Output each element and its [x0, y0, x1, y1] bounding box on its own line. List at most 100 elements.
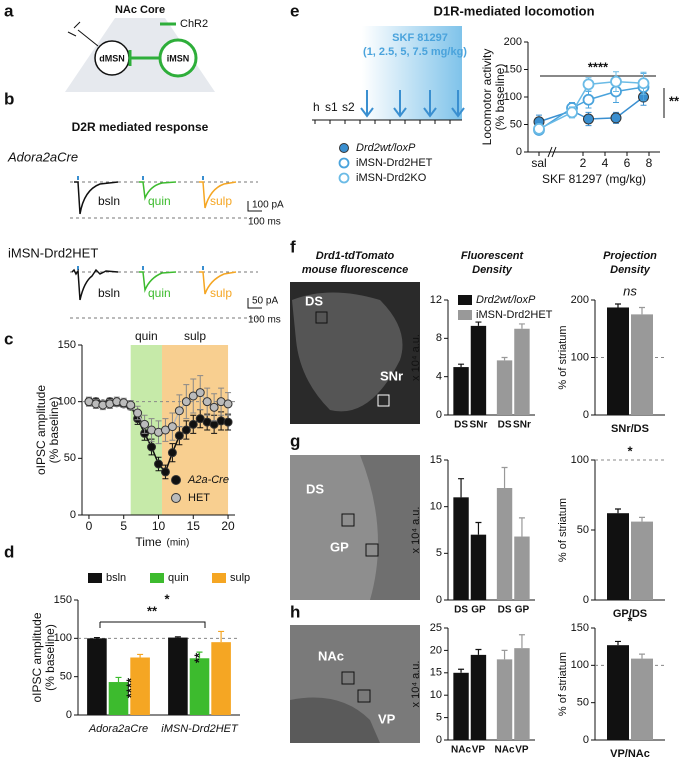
y-tick-label: 150: [58, 339, 76, 351]
tissue: [360, 455, 420, 600]
data-point: [181, 397, 191, 407]
error-bar: [115, 676, 122, 683]
scale-label: 100 ms: [248, 315, 281, 326]
data-point: [133, 408, 143, 418]
y-tick-label: 50: [577, 697, 589, 709]
roi: [365, 543, 379, 557]
data-point: [160, 467, 170, 477]
x-tick-label: iMSN-Drd2HET: [161, 723, 239, 735]
y-tick-label: 100: [571, 351, 589, 363]
drug-window: [362, 26, 462, 120]
x-tick-label: VP: [472, 745, 486, 756]
bar: [496, 659, 513, 740]
data-point: [147, 442, 157, 452]
data-point: [181, 425, 191, 435]
y-tick-label: 25: [430, 622, 442, 634]
y-axis-label: x 10⁴ a.u.: [410, 507, 422, 554]
tissue: [292, 292, 403, 412]
drug-label: SKF 81297: [392, 32, 448, 44]
y-tick-label: 10: [430, 501, 442, 513]
data-point: [188, 391, 198, 401]
error-bar: [218, 630, 225, 643]
panel-label: f: [290, 237, 296, 256]
x-tick-label: Adora2aCre: [88, 723, 148, 735]
y-axis-label: oIPSC amplitude: [34, 385, 48, 475]
condition-label: bsln: [98, 194, 120, 208]
y-axis-label: % of striatum: [557, 498, 569, 562]
region-label: quin: [135, 329, 158, 343]
legend-label: HET: [188, 492, 210, 504]
legend-swatch: [458, 295, 472, 305]
trace: [199, 181, 237, 209]
condition-label: quin: [148, 286, 171, 300]
annotation: *: [627, 613, 633, 628]
bar: [496, 488, 513, 600]
timeline-ticks: [314, 120, 451, 124]
scale-bar: [247, 298, 262, 309]
genotype-label: iMSN-Drd2HET: [8, 245, 98, 260]
column-header: mouse fluorescence: [302, 264, 408, 276]
bar: [453, 672, 469, 740]
error-bar: [501, 356, 508, 361]
data-point: [126, 400, 136, 410]
legend-swatch: [212, 573, 226, 583]
bar: [470, 534, 487, 600]
cell-label: iMSN: [167, 53, 190, 63]
scale-label: 100 ms: [248, 217, 281, 228]
y-tick-label: 0: [70, 509, 76, 521]
x-tick-label: sal: [531, 156, 546, 170]
region-label: GP: [330, 539, 349, 554]
legend-label: A2a-Cre: [187, 474, 229, 486]
legend-label: iMSN-Drd2HET: [476, 309, 553, 321]
data-point: [533, 122, 545, 135]
bar: [470, 325, 487, 415]
annotation: ****: [588, 59, 609, 74]
y-axis-label: x 10⁴ a.u.: [410, 661, 422, 708]
x-tick-label: DS: [454, 420, 468, 431]
error-bar: [615, 640, 621, 646]
condition-label: quin: [148, 194, 171, 208]
y-tick-label: 100: [58, 396, 76, 408]
panel-label: b: [4, 89, 14, 108]
y-tick-label: 200: [571, 294, 589, 306]
data-point: [154, 459, 163, 469]
x-tick-label: DS: [498, 420, 512, 431]
tissue: [290, 697, 380, 743]
error-bar: [458, 363, 465, 368]
legend-marker: [171, 493, 181, 503]
opsin-label: ChR2: [180, 18, 208, 30]
x-tick-label: GP/DS: [613, 608, 647, 620]
region-label: SNr: [380, 368, 403, 383]
annotation: ns: [623, 283, 637, 298]
data-point: [167, 422, 177, 432]
legend-swatch: [458, 310, 472, 320]
trace: [71, 268, 119, 301]
x-tick-label: GP: [515, 605, 530, 616]
condition-label: bsln: [98, 286, 120, 300]
y-tick-label: 200: [504, 36, 522, 48]
legend-marker: [338, 172, 350, 184]
bar: [607, 307, 629, 415]
panel-label: a: [4, 1, 14, 20]
y-tick-label: 150: [571, 622, 589, 634]
error-bar: [639, 653, 645, 659]
data-point: [610, 112, 622, 124]
y-tick-label: 100: [54, 632, 72, 644]
data-point: [223, 417, 233, 427]
legend-label: Drd2wt/loxP: [476, 294, 536, 306]
legend-label: Drd2wt/loxP: [356, 142, 416, 154]
legend-label: bsln: [106, 572, 126, 584]
annotation: *: [627, 443, 633, 458]
column-header: Fluorescent: [461, 250, 525, 262]
y-tick-label: 150: [54, 594, 72, 606]
y-tick-label: 100: [571, 659, 589, 671]
dose-label: (1, 2.5, 5, 7.5 mg/kg): [363, 46, 467, 58]
trace: [199, 271, 237, 295]
y-tick-label: 0: [583, 409, 589, 421]
column-header: Drd1-tdTomato: [316, 250, 395, 262]
bar: [87, 638, 107, 715]
error-bar: [475, 648, 482, 655]
data-point: [174, 406, 184, 416]
y-tick-label: 12: [430, 294, 442, 306]
